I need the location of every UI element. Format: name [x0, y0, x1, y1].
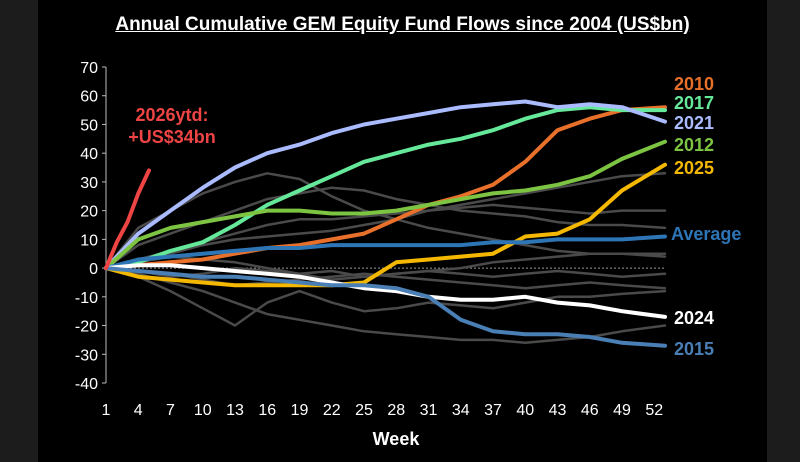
series-line-background — [104, 266, 667, 327]
y-tick-label: 10 — [80, 232, 98, 249]
x-axis-label: Week — [373, 429, 421, 449]
series-line-2015 — [104, 266, 667, 348]
x-tick-label: 34 — [452, 402, 470, 419]
annotation-2026-line: 2026ytd: — [135, 105, 208, 125]
series-line-background — [104, 266, 667, 290]
y-tick-label: 30 — [80, 175, 98, 192]
y-tick-label: 70 — [80, 60, 98, 77]
series-line-2024 — [104, 263, 667, 319]
x-tick-label: 37 — [484, 402, 502, 419]
series-line-2021 — [104, 99, 667, 271]
series-line-background — [104, 172, 667, 270]
y-tick-label: 0 — [89, 261, 98, 278]
y-tick-label: 50 — [80, 117, 98, 134]
legend-label-2012: 2012 — [674, 135, 714, 155]
x-tick-label: 46 — [581, 402, 599, 419]
series-line-background — [104, 266, 667, 345]
x-tick-label: 52 — [645, 402, 663, 419]
series-line-2017 — [104, 105, 667, 271]
legend-label-2021: 2021 — [674, 113, 714, 133]
series-line-background — [104, 172, 667, 270]
x-tick-label: 7 — [166, 402, 175, 419]
legend-label-2024: 2024 — [674, 308, 714, 328]
y-tick-label: 40 — [80, 146, 98, 163]
x-tick-label: 19 — [291, 402, 309, 419]
x-tick-label: 40 — [516, 402, 534, 419]
legend-label-2010: 2010 — [674, 74, 714, 94]
y-tick-label: -40 — [75, 376, 98, 393]
series-line-2026ytd — [104, 168, 151, 271]
y-tick-label: -30 — [75, 347, 98, 364]
x-tick-label: 49 — [613, 402, 631, 419]
x-tick-label: 25 — [355, 402, 373, 419]
x-tick-label: 43 — [549, 402, 567, 419]
x-tick-label: 22 — [323, 402, 341, 419]
x-tick-label: 28 — [387, 402, 405, 419]
series-line-2010 — [104, 105, 667, 271]
x-tick-label: 13 — [226, 402, 244, 419]
y-tick-label: 60 — [80, 89, 98, 106]
x-tick-label: 1 — [102, 402, 111, 419]
legend-label-2025: 2025 — [674, 158, 714, 178]
legend-label-2015: 2015 — [674, 339, 714, 359]
y-tick-label: 20 — [80, 204, 98, 221]
y-tick-label: -10 — [75, 290, 98, 307]
x-tick-label: 31 — [420, 402, 438, 419]
chart-plot: -40 -30 -20 -10 0 10 20 30 40 50 60 70 1 4 7 10 13 16 19 22… — [75, 60, 742, 449]
series-line-average — [104, 234, 667, 271]
x-tick-label: 16 — [258, 402, 276, 419]
series-line-2012 — [104, 139, 667, 271]
chart-frame: Annual Cumulative GEM Equity Fund Flows … — [38, 0, 767, 462]
y-tick-label: -20 — [75, 319, 98, 336]
annotation-2026-line: +US$34bn — [128, 127, 216, 147]
legend-label-average: Average — [671, 224, 741, 244]
series-line-2025 — [104, 162, 667, 288]
legend-label-2017: 2017 — [674, 93, 714, 113]
chart-title: Annual Cumulative GEM Equity Fund Flows … — [115, 14, 690, 35]
x-tick-label: 4 — [134, 402, 143, 419]
x-tick-label: 10 — [194, 402, 212, 419]
